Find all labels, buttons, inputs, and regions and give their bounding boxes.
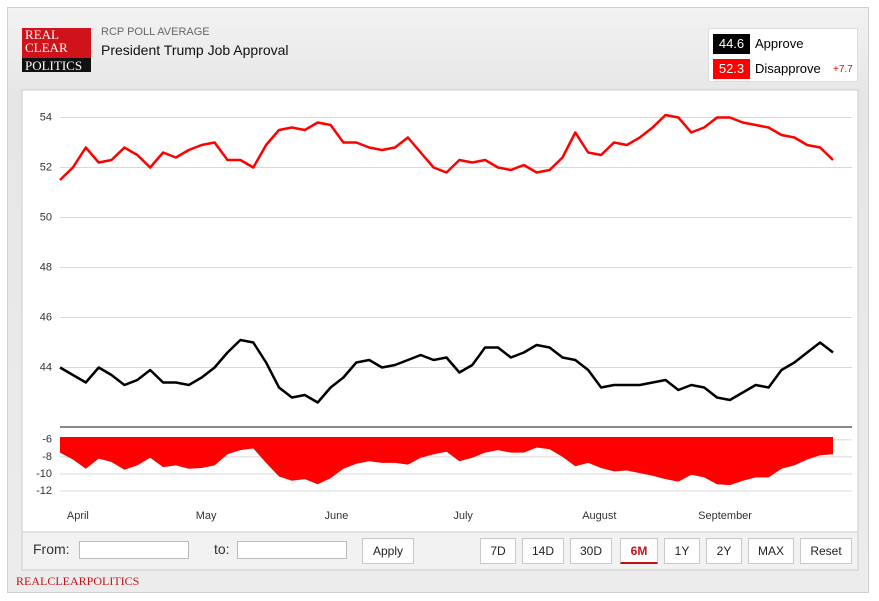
from-input[interactable] xyxy=(79,541,189,559)
legend-spread: +7.7 xyxy=(833,64,853,75)
to-label: to: xyxy=(214,541,230,557)
y-tick-label: 46 xyxy=(40,311,52,323)
range-button[interactable]: Reset xyxy=(800,538,852,564)
y-tick-label: -10 xyxy=(36,468,52,480)
title: President Trump Job Approval xyxy=(101,42,289,58)
y-tick-label: -6 xyxy=(42,434,52,446)
legend-value: 44.6 xyxy=(713,34,750,54)
logo-text: POLITICS xyxy=(22,58,91,72)
x-tick-label: June xyxy=(325,510,349,522)
apply-button[interactable]: Apply xyxy=(362,538,414,564)
spread-area xyxy=(60,437,833,486)
range-button[interactable]: 2Y xyxy=(706,538,742,564)
range-button[interactable]: 6M xyxy=(620,538,658,564)
x-tick-label: August xyxy=(582,510,616,522)
x-tick-label: April xyxy=(67,510,89,522)
series-line xyxy=(59,113,834,181)
to-input[interactable] xyxy=(237,541,347,559)
footer: REALCLEARPOLITICS xyxy=(16,574,140,588)
x-tick-label: May xyxy=(196,510,217,522)
logo-text: REAL xyxy=(25,27,59,42)
range-button[interactable]: 1Y xyxy=(664,538,700,564)
logo-text: CLEAR xyxy=(25,40,68,55)
legend-value: 52.3 xyxy=(713,59,750,79)
chart-frame xyxy=(21,89,859,571)
y-tick-label: 52 xyxy=(40,161,52,173)
range-button[interactable]: 30D xyxy=(570,538,612,564)
x-tick-label: September xyxy=(698,510,752,522)
legend-label: Disapprove xyxy=(755,61,821,76)
range-button[interactable]: MAX xyxy=(748,538,794,564)
range-button[interactable]: 7D xyxy=(480,538,516,564)
y-tick-label: -12 xyxy=(36,485,52,497)
kicker: RCP POLL AVERAGE xyxy=(101,26,210,38)
x-tick-label: July xyxy=(453,510,473,522)
logo[interactable]: REAL CLEAR POLITICS xyxy=(22,28,91,72)
y-tick-label: 48 xyxy=(40,261,52,273)
y-tick-label: 50 xyxy=(40,211,52,223)
legend: 44.6 Approve 52.3 Disapprove +7.7 xyxy=(708,28,858,82)
range-button[interactable]: 14D xyxy=(522,538,564,564)
legend-label: Approve xyxy=(755,36,804,51)
series-line xyxy=(59,338,834,404)
y-tick-label: 44 xyxy=(40,361,52,373)
from-label: From: xyxy=(33,541,70,557)
y-tick-label: -8 xyxy=(42,451,52,463)
y-tick-label: 54 xyxy=(40,111,52,123)
